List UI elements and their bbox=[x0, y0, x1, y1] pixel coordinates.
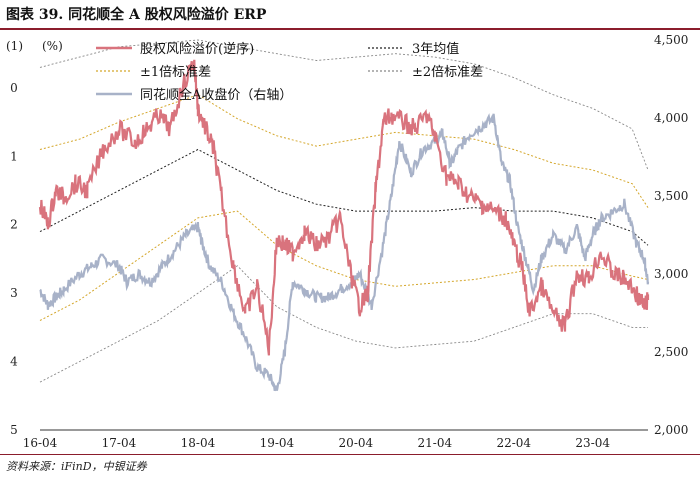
left-tick-label: 1 bbox=[10, 149, 18, 163]
right-tick-label: 4,000 bbox=[654, 111, 688, 125]
legend-label-erp: 股权风险溢价(逆序) bbox=[140, 41, 254, 57]
source-rule bbox=[0, 454, 700, 455]
legend-label-mean: 3年均值 bbox=[412, 41, 459, 57]
left-tick-label: 0 bbox=[10, 81, 18, 95]
index-line bbox=[39, 113, 650, 392]
right-tick-label: 3,500 bbox=[654, 189, 688, 203]
sd1-lower-line bbox=[39, 210, 649, 321]
chart-title: 图表 39. 同花顺全 A 股权风险溢价 ERP bbox=[6, 7, 267, 23]
x-tick-label: 20-04 bbox=[339, 436, 374, 450]
left-axis-marker: (1) bbox=[6, 39, 23, 53]
sd2-lower-line bbox=[39, 265, 648, 383]
x-tick-label: 18-04 bbox=[181, 436, 216, 450]
sd2-upper-line bbox=[39, 39, 649, 171]
x-tick-label: 19-04 bbox=[260, 436, 295, 450]
erp-line bbox=[38, 59, 650, 356]
left-tick-label: 2 bbox=[10, 218, 18, 232]
left-tick-label: 3 bbox=[10, 286, 18, 300]
left-tick-label: 5 bbox=[10, 423, 18, 437]
x-tick-label: 17-04 bbox=[102, 436, 137, 450]
left-axis-unit: (%) bbox=[42, 39, 63, 53]
legend-label-sd2: ±2倍标准差 bbox=[412, 65, 483, 80]
right-tick-label: 2,000 bbox=[654, 423, 688, 437]
left-tick-label: 4 bbox=[10, 355, 18, 369]
x-tick-label: 22-04 bbox=[496, 436, 531, 450]
x-tick-label: 16-04 bbox=[23, 436, 58, 450]
axes: 0 1 2 3 4 5 (1) (%) 2,000 2,500 3,000 3,500 4,000 4,5… bbox=[6, 33, 688, 450]
right-tick-label: 4,500 bbox=[654, 33, 688, 47]
right-tick-label: 3,000 bbox=[654, 267, 688, 281]
mean-line bbox=[39, 148, 649, 246]
title-rule bbox=[0, 28, 700, 30]
legend-label-sd1: ±1倍标准差 bbox=[140, 65, 211, 80]
x-tick-label: 23-04 bbox=[575, 436, 610, 450]
source-note: 资料来源：iFinD，中银证券 bbox=[6, 460, 147, 473]
series-layer bbox=[38, 39, 650, 392]
sd1-upper-line bbox=[39, 94, 649, 208]
erp-chart: 0 1 2 3 4 5 (1) (%) 2,000 2,500 3,000 3,500 4,000 4,5… bbox=[6, 33, 688, 450]
x-tick-label: 21-04 bbox=[418, 436, 453, 450]
legend-label-index: 同花顺全A收盘价（右轴） bbox=[140, 87, 292, 103]
right-tick-label: 2,500 bbox=[654, 345, 688, 359]
